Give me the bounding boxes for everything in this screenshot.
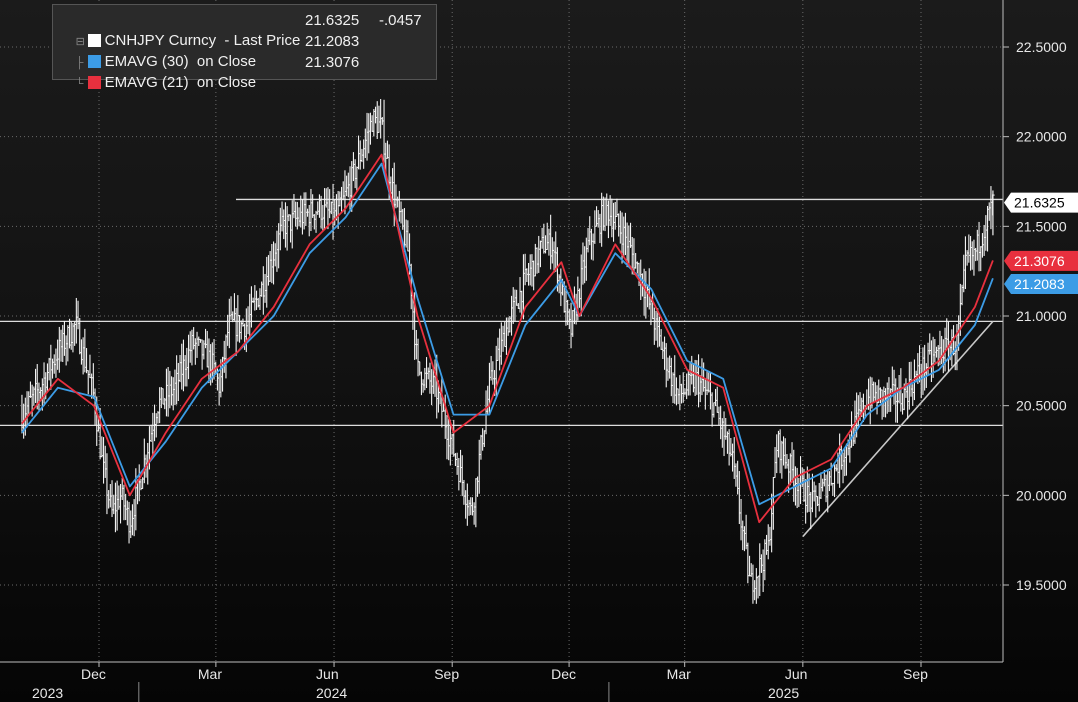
last-price-swatch (87, 34, 101, 47)
ema21-tag-label: 21.3076 (1014, 253, 1065, 269)
y-tick-label: 19.5000 (1016, 577, 1067, 593)
trend-line (802, 320, 994, 538)
last-price-tag-bg (1004, 192, 1078, 213)
legend-value: 21.3076 (305, 54, 360, 71)
legend-row-last-price: ⊟ CNHJPY Curncy - Last Price 21.6325 -.04… (59, 11, 422, 49)
y-tick-label: 22.0000 (1016, 129, 1067, 145)
legend-label: CNHJPY Curncy - Last Price (104, 32, 301, 49)
x-tick-label: Jun (785, 666, 808, 682)
legend-row-ema21: └ EMAVG (21) on Close 21.3076 (59, 53, 360, 91)
ema21-swatch (87, 76, 101, 89)
x-tick-label: Jun (316, 666, 339, 682)
ema30-swatch (87, 55, 101, 68)
ema30-tag-label: 21.2083 (1014, 276, 1065, 292)
chart-legend: ⊟ CNHJPY Curncy - Last Price 21.6325 -.04… (52, 4, 437, 91)
ema21-tag-bg (1004, 250, 1078, 271)
price-series (21, 99, 995, 604)
ema-series (21, 153, 994, 524)
chart-annotation-lines (0, 198, 1003, 538)
legend-label: EMAVG (21) on Close (104, 74, 257, 91)
tree-collapse-icon[interactable]: ⊟ (75, 36, 85, 48)
legend-value: 21.2083 (305, 33, 360, 50)
x-tick-label: Dec (81, 666, 106, 682)
y-tick-label: 22.5000 (1016, 39, 1067, 55)
ema-line (21, 162, 994, 506)
tree-branch-end-icon: └ (75, 78, 84, 90)
ema30-tag-bg (1004, 274, 1078, 295)
x-tick-label: Mar (198, 666, 222, 682)
legend-change: -.0457 (379, 12, 422, 29)
legend-row-ema30: ├ EMAVG (30) on Close 21.2083 (59, 32, 360, 70)
legend-value: 21.6325 (305, 12, 360, 29)
x-year-label: 2023 (32, 685, 63, 701)
y-tick-label: 21.5000 (1016, 218, 1067, 234)
legend-label: EMAVG (30) on Close (104, 53, 257, 70)
x-tick-label: Dec (551, 666, 576, 682)
price-tags: 21.6325 21.3076 21.2083 (1004, 192, 1078, 295)
y-tick-label: 20.0000 (1016, 487, 1067, 503)
y-tick-label: 21.0000 (1016, 308, 1067, 324)
tree-branch-icon: ├ (75, 57, 84, 69)
x-year-label: 2025 (768, 685, 799, 701)
x-year-label: 2024 (316, 685, 347, 701)
x-tick-label: Mar (667, 666, 691, 682)
y-tick-label: 20.5000 (1016, 398, 1067, 414)
ema-line (21, 153, 994, 524)
x-tick-label: Sep (903, 666, 928, 682)
last-price-tag-label: 21.6325 (1014, 195, 1065, 211)
x-tick-label: Sep (434, 666, 459, 682)
